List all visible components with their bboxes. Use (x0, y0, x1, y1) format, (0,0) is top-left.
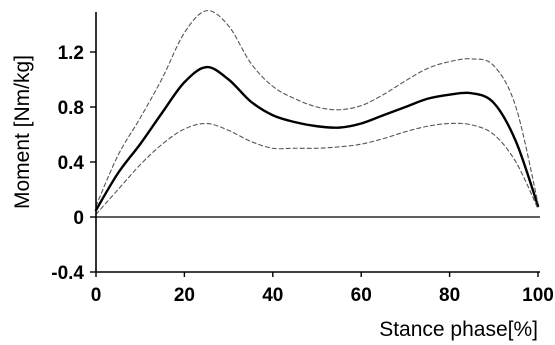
axes (90, 12, 540, 277)
x-tick-label: 40 (262, 285, 283, 306)
y-axis-label: Moment [Nm/kg] (11, 55, 34, 209)
plot-series (94, 10, 540, 215)
y-tick-label: 1.2 (58, 43, 84, 64)
x-tick-label: 0 (91, 285, 102, 306)
y-tick-label: 0.8 (58, 98, 84, 119)
y-tick-label: -0.4 (51, 263, 84, 284)
y-tick-label: 0.4 (58, 153, 85, 174)
series-line-upper (95, 10, 539, 207)
series-line-lower (95, 122, 539, 215)
x-tick-label: 60 (351, 285, 372, 306)
x-tick-label: 100 (522, 285, 554, 306)
x-axis-label: Stance phase[%] (379, 318, 538, 341)
x-tick-label: 20 (174, 285, 195, 306)
series-line-mean (94, 65, 540, 212)
tick-labels: -0.4 0 0.4 0.8 1.2 0 20 40 60 80 100 (51, 43, 554, 306)
y-tick-label: 0 (73, 208, 84, 229)
x-tick-label: 80 (439, 285, 460, 306)
